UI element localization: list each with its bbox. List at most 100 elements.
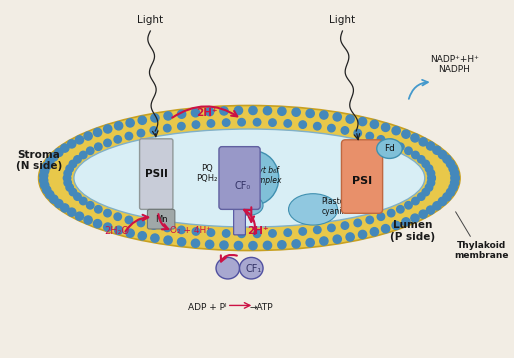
- FancyBboxPatch shape: [234, 203, 245, 235]
- Circle shape: [443, 155, 451, 163]
- Circle shape: [402, 218, 410, 226]
- Circle shape: [397, 143, 404, 150]
- Circle shape: [320, 237, 328, 245]
- Ellipse shape: [240, 257, 263, 279]
- Circle shape: [76, 212, 84, 220]
- Circle shape: [411, 134, 419, 142]
- Circle shape: [412, 151, 419, 159]
- FancyBboxPatch shape: [148, 209, 175, 229]
- Circle shape: [43, 162, 51, 170]
- Circle shape: [284, 120, 291, 127]
- Circle shape: [392, 126, 400, 135]
- Circle shape: [428, 174, 435, 182]
- Circle shape: [306, 109, 314, 117]
- Circle shape: [450, 179, 459, 187]
- Circle shape: [346, 115, 354, 123]
- Circle shape: [447, 188, 455, 196]
- Text: PSII: PSII: [145, 169, 168, 179]
- Circle shape: [388, 209, 395, 217]
- Circle shape: [43, 186, 51, 194]
- Circle shape: [422, 188, 430, 196]
- Circle shape: [320, 111, 328, 119]
- Circle shape: [234, 106, 243, 115]
- Text: 2H₂O: 2H₂O: [104, 226, 130, 236]
- Circle shape: [427, 142, 435, 150]
- Circle shape: [126, 229, 134, 237]
- Circle shape: [449, 164, 457, 173]
- Text: Stroma
(N side): Stroma (N side): [15, 150, 62, 171]
- Circle shape: [314, 226, 321, 233]
- Ellipse shape: [74, 129, 425, 227]
- Circle shape: [425, 184, 433, 191]
- Circle shape: [125, 216, 133, 224]
- Circle shape: [151, 234, 159, 242]
- Circle shape: [428, 174, 435, 182]
- Circle shape: [402, 130, 410, 138]
- Circle shape: [191, 108, 199, 117]
- Text: PQ: PQ: [201, 164, 213, 173]
- Circle shape: [299, 228, 306, 235]
- Circle shape: [234, 241, 243, 250]
- Circle shape: [54, 199, 63, 208]
- Ellipse shape: [235, 196, 263, 215]
- Circle shape: [177, 110, 186, 118]
- Text: CF₀: CF₀: [234, 181, 251, 191]
- Circle shape: [69, 188, 77, 196]
- Text: Thylakoid
membrane: Thylakoid membrane: [454, 241, 509, 260]
- Text: Lumen
(P side): Lumen (P side): [391, 220, 435, 242]
- Circle shape: [125, 132, 133, 140]
- Circle shape: [419, 138, 427, 146]
- Circle shape: [114, 136, 121, 143]
- Circle shape: [206, 240, 214, 248]
- Circle shape: [392, 221, 400, 229]
- Circle shape: [68, 140, 76, 148]
- Circle shape: [366, 216, 374, 224]
- Circle shape: [328, 224, 335, 232]
- Circle shape: [299, 121, 306, 128]
- Circle shape: [341, 127, 348, 134]
- Circle shape: [328, 125, 335, 132]
- Circle shape: [86, 147, 94, 155]
- Ellipse shape: [39, 106, 460, 251]
- Circle shape: [284, 229, 291, 236]
- Circle shape: [63, 174, 71, 182]
- Circle shape: [74, 156, 81, 163]
- Circle shape: [419, 210, 427, 218]
- Text: NADP⁺+H⁺
NADPH: NADP⁺+H⁺ NADPH: [430, 55, 479, 74]
- Circle shape: [115, 226, 123, 234]
- Circle shape: [41, 167, 49, 175]
- Circle shape: [115, 122, 123, 130]
- Circle shape: [269, 119, 276, 126]
- Circle shape: [422, 160, 430, 168]
- Circle shape: [150, 127, 157, 134]
- Circle shape: [263, 107, 271, 115]
- Circle shape: [207, 120, 215, 127]
- FancyBboxPatch shape: [341, 140, 382, 213]
- Circle shape: [451, 174, 460, 182]
- Circle shape: [438, 150, 447, 159]
- Text: PQH₂: PQH₂: [196, 174, 218, 183]
- Circle shape: [95, 143, 102, 150]
- Ellipse shape: [216, 257, 240, 279]
- Circle shape: [163, 224, 171, 232]
- Circle shape: [66, 184, 74, 191]
- Circle shape: [333, 113, 341, 121]
- Circle shape: [381, 224, 390, 233]
- Circle shape: [377, 213, 384, 221]
- Circle shape: [358, 117, 366, 126]
- Circle shape: [388, 139, 395, 147]
- Circle shape: [40, 176, 48, 184]
- Circle shape: [192, 228, 199, 235]
- Circle shape: [292, 240, 300, 248]
- Text: Cyt b₆f: Cyt b₆f: [253, 166, 279, 175]
- Circle shape: [449, 183, 457, 192]
- Circle shape: [346, 233, 354, 241]
- Circle shape: [427, 179, 435, 187]
- Text: 2H⁺: 2H⁺: [247, 226, 269, 236]
- Circle shape: [151, 114, 159, 122]
- Circle shape: [40, 171, 48, 180]
- Circle shape: [354, 129, 361, 137]
- Circle shape: [68, 208, 76, 216]
- Circle shape: [443, 193, 451, 201]
- Text: 2H⁺: 2H⁺: [196, 108, 218, 118]
